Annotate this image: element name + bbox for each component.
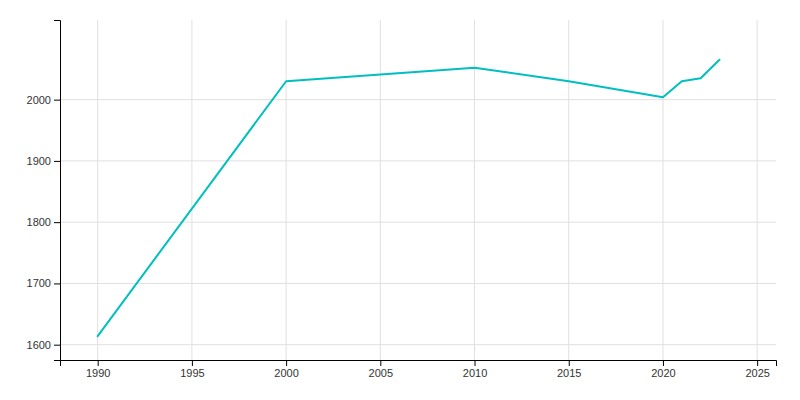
y-tick-mark [54, 345, 60, 346]
y-grid-line [60, 344, 776, 345]
x-tick: 1990 [86, 360, 110, 379]
y-tick-mark [54, 283, 60, 284]
x-tick-label: 2005 [369, 367, 393, 379]
y-tick: 1800 [27, 216, 60, 228]
x-tick-mark [286, 360, 287, 366]
y-grid-line [60, 222, 776, 223]
x-grid-line [380, 20, 381, 360]
marks [98, 60, 720, 336]
y-tick-mark [54, 222, 60, 223]
y-tick: 1700 [27, 277, 60, 289]
x-tick: 1995 [180, 360, 204, 379]
y-tick: 1600 [27, 339, 60, 351]
y-tick-label: 1700 [27, 277, 51, 289]
y-tick-label: 1800 [27, 216, 51, 228]
y-tick-mark [54, 161, 60, 162]
x-tick-label: 1990 [86, 367, 110, 379]
x-axis-line [61, 361, 777, 367]
data-line [98, 60, 720, 336]
y-axis: 1600 1700 1800 1900 2000 [27, 21, 61, 361]
chart-svg: 1990 1995 2000 2005 2010 2015 2020 2025 1600 1700… [0, 0, 800, 400]
y-tick-label: 2000 [27, 94, 51, 106]
x-tick: 2010 [463, 360, 487, 379]
x-tick-label: 2010 [463, 367, 487, 379]
y-tick-mark [54, 100, 60, 101]
x-tick: 2015 [557, 360, 581, 379]
y-tick: 1900 [27, 155, 60, 167]
y-tick-label: 1600 [27, 339, 51, 351]
y-grid-line [60, 99, 776, 100]
x-grid-line [662, 20, 663, 360]
x-grid-line [97, 20, 98, 360]
x-grid-line [191, 20, 192, 360]
x-tick: 2000 [274, 360, 298, 379]
x-tick: 2025 [745, 360, 769, 379]
y-grid-line [60, 160, 776, 161]
x-tick-label: 2015 [557, 367, 581, 379]
y-grid-line [60, 283, 776, 284]
x-tick-label: 2000 [274, 367, 298, 379]
x-axis: 1990 1995 2000 2005 2010 2015 2020 2025 [61, 360, 777, 379]
x-tick-mark [192, 360, 193, 366]
chart-container: 1990 1995 2000 2005 2010 2015 2020 2025 1600 1700… [0, 0, 800, 400]
x-tick-mark [569, 360, 570, 366]
plot-area: 1990 1995 2000 2005 2010 2015 2020 2025 1600 1700… [27, 20, 777, 379]
x-grid-line [568, 20, 569, 360]
x-grid-line [474, 20, 475, 360]
y-tick-label: 1900 [27, 155, 51, 167]
x-tick-label: 1995 [180, 367, 204, 379]
x-tick-mark [380, 360, 381, 366]
x-grid-line [286, 20, 287, 360]
x-tick: 2005 [369, 360, 393, 379]
x-tick-mark [475, 360, 476, 366]
x-tick-mark [663, 360, 664, 366]
y-tick: 2000 [27, 94, 60, 106]
x-tick-mark [98, 360, 99, 366]
y-axis-line [54, 21, 61, 361]
x-tick-label: 2020 [651, 367, 675, 379]
grid [60, 20, 776, 360]
x-tick: 2020 [651, 360, 675, 379]
x-grid-line [757, 20, 758, 360]
x-tick-mark [757, 360, 758, 366]
x-tick-label: 2025 [745, 367, 769, 379]
